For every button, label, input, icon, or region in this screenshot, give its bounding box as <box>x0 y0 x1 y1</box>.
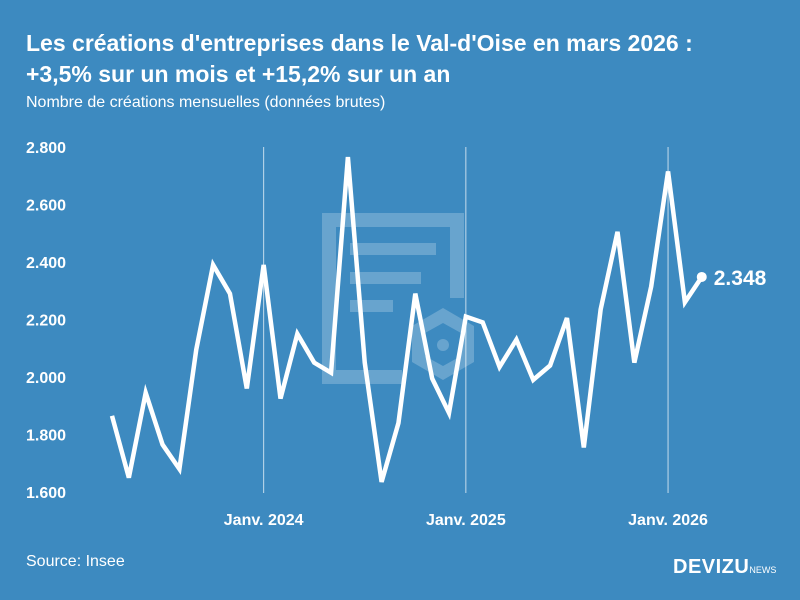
last-value-label: 2.348 <box>714 267 767 290</box>
y-tick-label: 1.600 <box>26 485 66 502</box>
watermark-icon <box>322 213 474 384</box>
title-line-2: +3,5% sur un mois et +15,2% sur un an <box>26 61 451 87</box>
y-tick-label: 2.400 <box>26 255 66 272</box>
y-tick-label: 2.000 <box>26 370 66 387</box>
y-tick-label: 2.800 <box>26 140 66 157</box>
logo-sub: NEWS <box>749 565 777 575</box>
devizu-logo: DEVIZUNEWS <box>673 556 776 579</box>
x-tick-label: Janv. 2026 <box>628 512 708 529</box>
source-note: Source: Insee <box>26 553 125 570</box>
chart-title: Les créations d'entreprises dans le Val-… <box>26 28 786 90</box>
x-tick-label: Janv. 2024 <box>224 512 304 529</box>
chart-subtitle: Nombre de créations mensuelles (données … <box>26 94 386 111</box>
y-tick-label: 2.600 <box>26 198 66 215</box>
logo-main: DEVIZU <box>673 556 750 578</box>
last-point-marker <box>696 271 707 282</box>
y-tick-label: 1.800 <box>26 428 66 445</box>
x-tick-label: Janv. 2025 <box>426 512 506 529</box>
y-tick-label: 2.200 <box>26 313 66 330</box>
series-line <box>109 156 704 483</box>
title-line-1: Les créations d'entreprises dans le Val-… <box>26 30 693 56</box>
